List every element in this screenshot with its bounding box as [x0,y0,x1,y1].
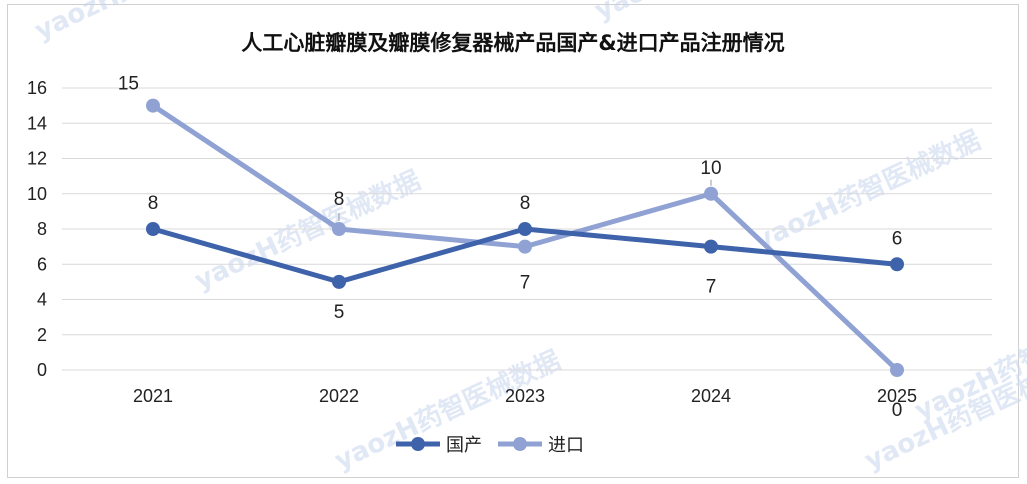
data-point [332,222,346,236]
data-point [704,186,718,201]
data-label: 8 [148,193,159,214]
watermark-text: yaozH药智医械数据 [190,166,425,297]
data-point [704,239,718,254]
watermark-text: yaozH药智医械数据 [750,126,985,257]
data-label: 5 [334,302,345,323]
data-point [146,222,160,236]
legend[interactable]: 国产 进口 [396,435,584,456]
gridlines [62,87,992,371]
y-tick-label: 10 [27,184,47,204]
y-tick-label: 14 [27,113,47,133]
x-tick-label: 2021 [133,386,173,406]
data-point [890,363,904,377]
watermark-text: yaozH药智医械数据 [590,0,825,26]
y-axis-ticks: 0 2 4 6 8 10 12 14 16 [27,78,47,380]
x-tick-label: 2024 [691,386,731,406]
y-tick-label: 12 [27,149,47,169]
data-label: 10 [700,158,721,179]
x-tick-label: 2022 [319,386,359,406]
data-point [146,98,160,113]
data-label: 15 [118,74,139,95]
y-tick-label: 4 [37,290,47,310]
data-label: 8 [520,193,531,214]
data-label: 7 [520,273,531,294]
y-tick-label: 16 [27,78,47,98]
data-point [890,257,904,272]
data-label: 0 [892,400,903,421]
x-tick-label: 2025 [877,386,917,406]
series-layer [146,98,904,377]
data-label: 6 [892,228,903,249]
legend-label[interactable]: 国产 [446,435,482,456]
data-point [518,239,532,254]
watermark-text: yaozH药智医械数据 [330,346,565,477]
legend-marker[interactable] [513,437,527,451]
data-label: 8 [334,189,345,210]
data-point [518,222,532,236]
y-tick-label: 2 [37,325,47,345]
data-label: 7 [706,277,717,298]
data-labels: 8 5 8 7 6 15 8 7 10 0 [118,74,902,421]
legend-label[interactable]: 进口 [548,435,584,456]
x-tick-label: 2023 [505,386,545,406]
chart-frame [7,4,1019,478]
y-tick-label: 6 [37,254,47,274]
data-point [332,274,346,289]
legend-marker[interactable] [411,437,425,451]
chart-title: 人工心脏瓣膜及瓣膜修复器械产品国产&进口产品注册情况 [241,31,784,55]
x-axis-ticks: 2021 2022 2023 2024 2025 [133,386,917,406]
y-tick-label: 0 [37,360,47,380]
y-tick-label: 8 [37,219,47,239]
watermark-text: yaozH药智医械数据 [30,0,265,46]
